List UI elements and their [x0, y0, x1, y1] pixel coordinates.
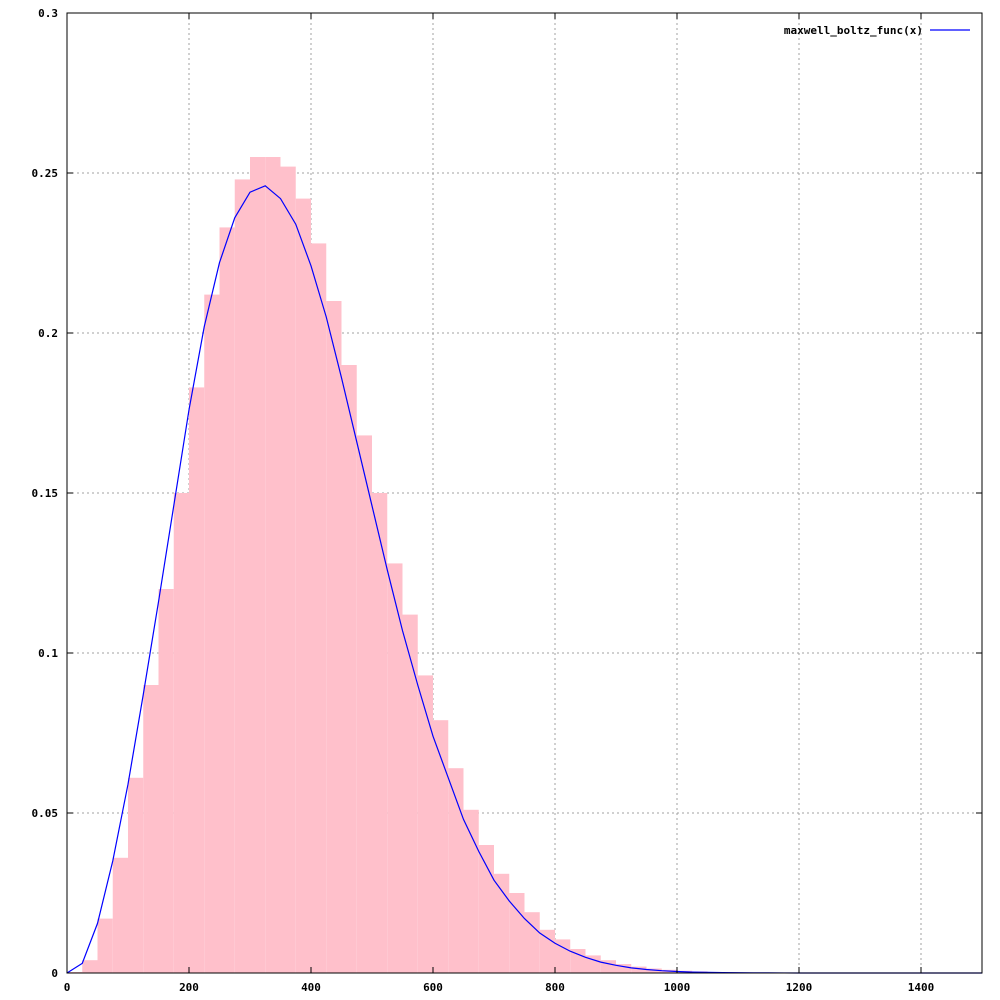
histogram-bars	[67, 157, 815, 974]
histogram-bar	[234, 179, 250, 973]
histogram-bar	[646, 968, 662, 973]
y-tick-labels: 0 0.05 0.1 0.15 0.2 0.25 0.3	[32, 7, 59, 980]
y-tick-label: 0.25	[32, 167, 59, 180]
x-tick-label: 400	[301, 981, 321, 994]
histogram-bar	[616, 964, 632, 973]
x-tick-label: 1200	[786, 981, 813, 994]
histogram-bar	[372, 493, 388, 973]
histogram-bar	[219, 227, 235, 973]
histogram-bar	[387, 563, 403, 973]
histogram-bar	[128, 777, 144, 973]
histogram-bar	[341, 365, 357, 973]
histogram-bar	[97, 918, 113, 973]
x-tick-label: 200	[179, 981, 199, 994]
tick-marks	[66, 12, 982, 974]
legend-label-maxwell-boltz: maxwell_boltz_func(x)	[784, 24, 923, 37]
histogram-bar	[356, 435, 372, 973]
histogram-bar	[402, 614, 418, 973]
y-tick-label: 0.3	[38, 7, 58, 20]
y-tick-label: 0.1	[38, 647, 58, 660]
histogram-bar	[463, 809, 479, 973]
grid	[67, 13, 982, 973]
histogram-bar	[417, 675, 433, 973]
x-tick-label: 600	[423, 981, 443, 994]
histogram-bar	[524, 912, 540, 973]
y-tick-label: 0.2	[38, 327, 58, 340]
x-tick-label: 1400	[908, 981, 935, 994]
x-tick-label: 1000	[664, 981, 691, 994]
y-tick-label: 0.15	[32, 487, 59, 500]
histogram-bar	[509, 893, 525, 973]
histogram-bar	[204, 294, 220, 974]
histogram-bar	[539, 929, 555, 973]
histogram-bar	[448, 768, 464, 973]
x-tick-label: 800	[545, 981, 565, 994]
x-tick-labels: 0 200 400 600 800 1000 1200 1400	[64, 981, 935, 994]
histogram-bar	[295, 198, 311, 974]
legend: maxwell_boltz_func(x)	[784, 24, 970, 37]
histogram-bar	[250, 157, 266, 973]
histogram-bar	[82, 960, 98, 973]
histogram-bar	[631, 966, 647, 973]
histogram-bar	[173, 493, 189, 973]
histogram-bar	[433, 720, 449, 973]
histogram-bar	[112, 857, 128, 973]
histogram-bar	[555, 939, 571, 973]
histogram-bar	[143, 685, 159, 973]
y-tick-label: 0.05	[32, 807, 59, 820]
histogram-bar	[311, 243, 327, 973]
histogram-bar	[478, 845, 494, 973]
x-tick-label: 0	[64, 981, 71, 994]
histogram-bar	[570, 949, 586, 973]
histogram-bar	[585, 955, 601, 973]
histogram-bar	[265, 157, 281, 973]
histogram-bar	[326, 301, 342, 973]
histogram-bar	[158, 589, 174, 973]
histogram-bar	[494, 873, 510, 973]
histogram-bar	[189, 387, 205, 973]
histogram-bar	[280, 166, 296, 974]
y-tick-label: 0	[51, 967, 58, 980]
